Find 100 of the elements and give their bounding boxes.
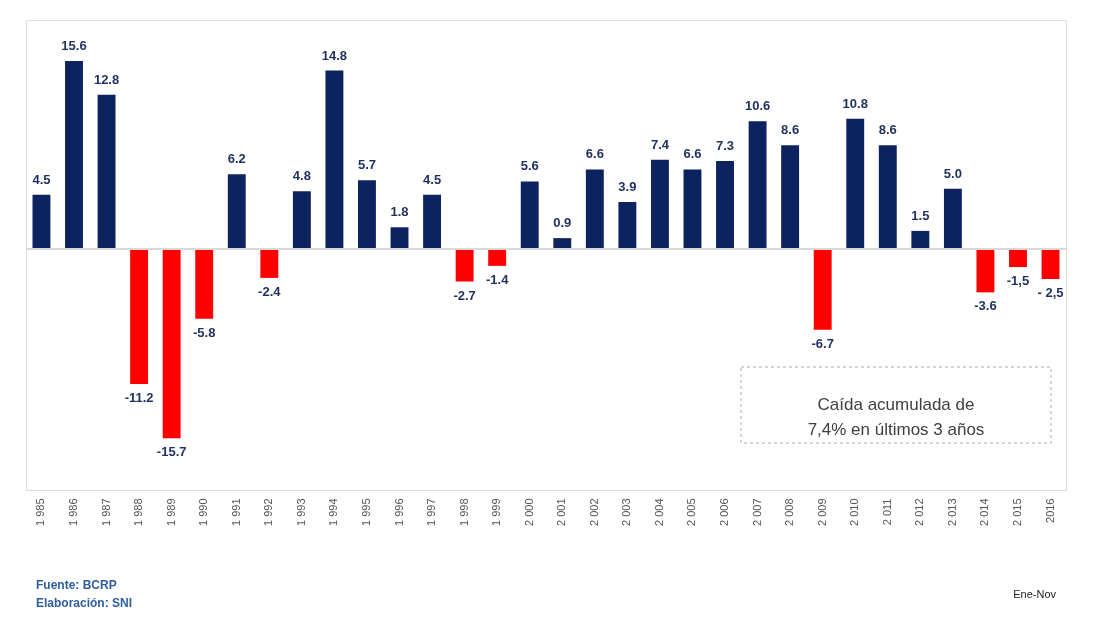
x-tick-label: 2 004 <box>652 498 665 527</box>
bar <box>553 238 572 249</box>
x-tick-label: 2 015 <box>1010 498 1023 527</box>
data-label: -1.4 <box>485 271 510 287</box>
data-label: 8.6 <box>878 122 897 138</box>
data-label: 4.5 <box>423 171 442 187</box>
bar <box>911 230 930 249</box>
annotation: Caída acumulada de 7,4% en últimos 3 años <box>807 395 985 439</box>
bar <box>195 248 214 319</box>
data-label: 6.6 <box>683 146 702 162</box>
x-tick-label: 1 986 <box>67 498 80 527</box>
data-label: 5.7 <box>357 157 377 173</box>
bar <box>227 174 246 249</box>
data-label: - 2,5 <box>1037 285 1064 301</box>
x-tick-label: 2 007 <box>750 498 763 527</box>
data-label: -1,5 <box>1006 273 1030 289</box>
bar <box>260 248 279 278</box>
bar <box>520 181 539 249</box>
data-label: 15.6 <box>61 37 87 53</box>
data-label: 12.8 <box>93 71 120 87</box>
data-label: 5.6 <box>520 158 539 174</box>
x-tick-label: 1 990 <box>197 498 210 527</box>
data-label: -3.6 <box>974 298 997 314</box>
data-label: -5.8 <box>193 324 216 340</box>
data-label: 3.9 <box>618 178 637 194</box>
bar <box>683 169 702 249</box>
bar <box>358 180 376 249</box>
bar <box>455 248 474 282</box>
bar <box>423 194 442 249</box>
bar <box>97 94 116 249</box>
x-tick-label: 1 995 <box>359 498 372 527</box>
bar <box>32 194 51 249</box>
data-label: -15.7 <box>156 444 187 460</box>
x-tick-label: 1 988 <box>132 498 145 527</box>
data-label: 14.8 <box>321 47 348 63</box>
bar <box>325 70 344 249</box>
x-tick-label: 2 003 <box>620 498 633 527</box>
data-label: -2.4 <box>258 283 282 299</box>
x-tick-label: 1 997 <box>425 498 438 527</box>
data-label: 0.9 <box>553 215 572 231</box>
data-label: 6.2 <box>227 151 246 167</box>
bar <box>618 201 637 249</box>
bar <box>846 118 865 249</box>
x-tick-label: 2 002 <box>587 498 600 527</box>
bar <box>1041 248 1060 280</box>
bar <box>650 159 669 249</box>
data-label: -6.7 <box>811 335 834 351</box>
bar <box>162 248 181 439</box>
data-label: 4.5 <box>32 171 51 187</box>
bar <box>943 188 962 249</box>
x-tick-label: 2 000 <box>522 498 535 527</box>
text: Ene-Nov <box>1013 588 1057 600</box>
x-tick-label: 2 011 <box>880 498 893 526</box>
data-label: -11.2 <box>124 389 154 405</box>
x-tick-label: 1 999 <box>490 498 503 527</box>
x-tick-label: 2 014 <box>978 498 991 527</box>
x-tick-label: 1 993 <box>294 498 307 527</box>
x-tick-label: 2 012 <box>913 498 926 527</box>
x-tick-label: 2 001 <box>555 498 568 527</box>
data-label: -2.7 <box>453 287 476 303</box>
x-tick-label: 1 994 <box>327 498 340 527</box>
data-label: 1.5 <box>911 207 930 223</box>
x-tick-label: 1 985 <box>34 498 47 527</box>
x-tick-label: 2 010 <box>848 498 861 527</box>
bar <box>748 121 767 249</box>
bar <box>813 248 832 330</box>
text: Elaboración: SNI <box>36 596 133 610</box>
x-tick-label: 1 996 <box>392 498 405 527</box>
bar <box>585 169 604 249</box>
bar <box>976 248 995 293</box>
x-tick-label: 1 987 <box>99 498 112 527</box>
x-tick-label: 2 005 <box>685 498 698 527</box>
data-label: 8.6 <box>781 122 800 138</box>
x-tick-label: 2 006 <box>718 498 731 527</box>
bar <box>130 248 149 384</box>
bar <box>878 145 897 249</box>
x-tick-label: 1 992 <box>262 498 275 527</box>
data-label: 7.4 <box>650 136 670 152</box>
data-label: 4.8 <box>292 168 311 184</box>
x-tick-label: 1 991 <box>229 498 242 527</box>
data-label: 10.6 <box>744 98 771 114</box>
bar <box>781 145 800 249</box>
bar <box>292 191 311 249</box>
x-tick-label: 2 013 <box>945 498 958 527</box>
x-tick-label: 1 989 <box>164 498 177 527</box>
data-label: 1.8 <box>390 204 409 220</box>
data-label: 5.0 <box>943 165 962 181</box>
bar <box>1009 248 1027 268</box>
x-tick-label: 2016 <box>1043 498 1056 523</box>
bar <box>65 60 83 249</box>
bar <box>390 227 409 249</box>
source-note: Fuente: BCRP <box>36 578 117 592</box>
data-label: 6.6 <box>585 146 604 162</box>
bar <box>488 248 507 266</box>
bar <box>716 161 734 249</box>
x-tick-label: 1 998 <box>457 498 470 527</box>
data-label: 10.8 <box>842 95 868 111</box>
data-label: 7.3 <box>715 138 735 153</box>
x-tick-label: 2 008 <box>783 498 796 527</box>
x-tick-label: 2 009 <box>815 498 828 527</box>
